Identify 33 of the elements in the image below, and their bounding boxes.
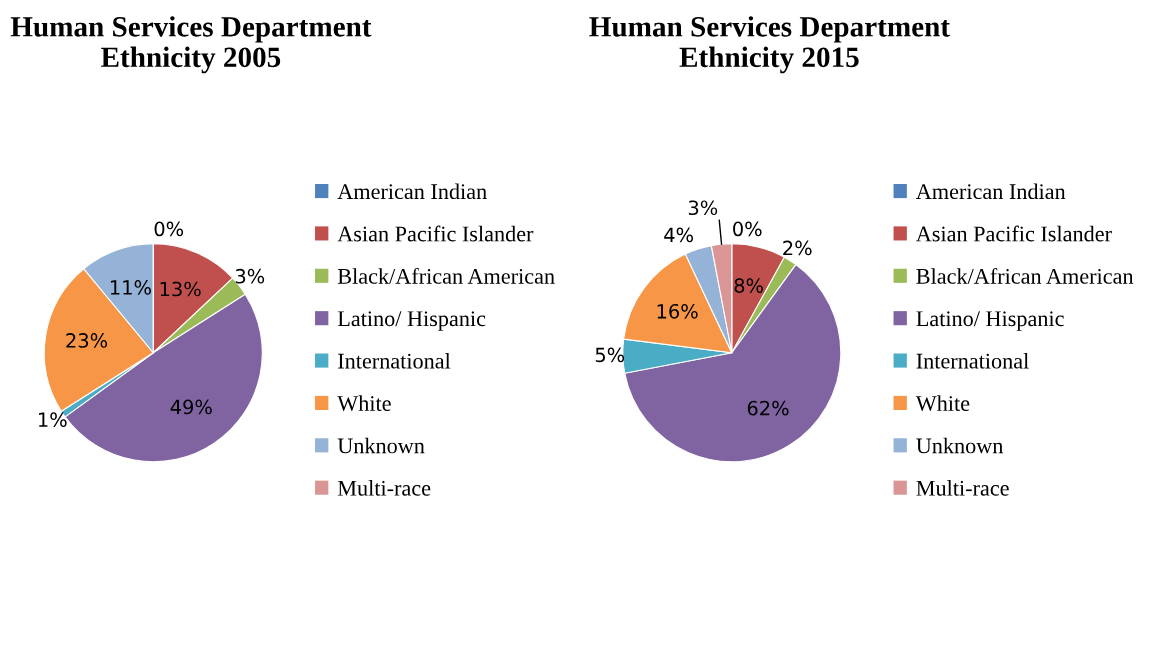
data-label: 62% bbox=[747, 400, 789, 416]
text: 0% bbox=[154, 221, 184, 237]
legend-label: Unknown bbox=[916, 437, 1004, 454]
data-label: 4% bbox=[664, 227, 693, 243]
legend-label: Multi-race bbox=[337, 480, 431, 496]
data-label: 3% bbox=[235, 268, 265, 284]
legend-label: American Indian bbox=[337, 183, 487, 200]
data-label: 13% bbox=[160, 281, 201, 297]
data-label: 3% bbox=[688, 200, 718, 216]
data-label: 5% bbox=[595, 347, 625, 363]
legend-label: Asian Pacific Islander bbox=[337, 225, 534, 242]
legend-label: American Indian bbox=[915, 183, 1066, 200]
data-label: 1% bbox=[39, 412, 67, 428]
chart-title: Human Services Department Ethnicity 2015 bbox=[589, 16, 950, 74]
legend-label: Multi-race bbox=[916, 480, 1009, 496]
legend-label: White bbox=[915, 395, 970, 412]
legend-label: Unknown bbox=[337, 437, 425, 454]
legend-label: International bbox=[916, 352, 1029, 369]
data-label: 2% bbox=[783, 240, 812, 256]
data-label: 23% bbox=[66, 333, 108, 348]
legend-label: Latino/ Hispanic bbox=[337, 311, 486, 331]
legend-label: Black/African American bbox=[337, 267, 555, 284]
data-label: 49% bbox=[170, 399, 212, 415]
text: 0% bbox=[733, 221, 762, 237]
data-label: 8% bbox=[734, 278, 763, 293]
legend-label: White bbox=[337, 395, 391, 412]
data-label: 16% bbox=[657, 303, 698, 319]
legend-label: International bbox=[338, 352, 451, 369]
chart-title: Human Services Department Ethnicity 2005 bbox=[10, 16, 372, 74]
legend-label: Black/African American bbox=[916, 267, 1134, 284]
data-label: 11% bbox=[110, 280, 151, 295]
legend-label: Latino/ Hispanic bbox=[916, 311, 1064, 331]
legend-label: Asian Pacific Islander bbox=[915, 225, 1112, 242]
